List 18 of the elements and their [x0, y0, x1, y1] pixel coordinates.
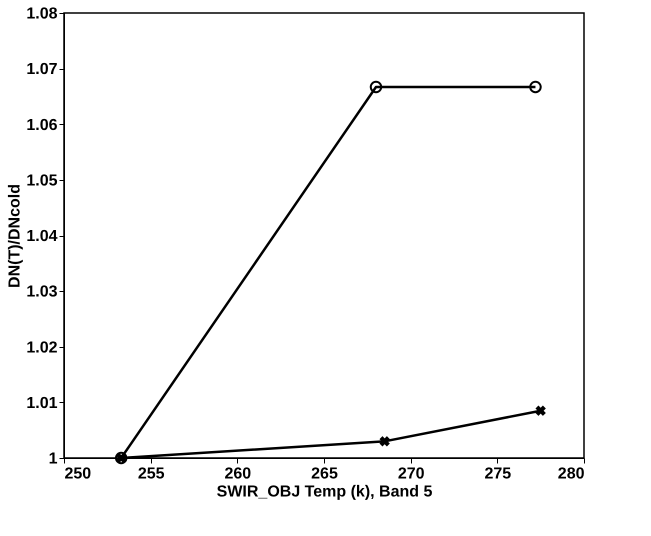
y-tick-label: 1.04: [26, 228, 58, 245]
y-tick-label: 1.05: [26, 172, 58, 190]
x-tick-label: 255: [138, 466, 165, 482]
y-tick-label: 1.06: [26, 116, 58, 134]
y-tick-label: 1.02: [26, 339, 58, 356]
y-tick-label: 1.07: [26, 61, 58, 78]
y-axis-title: DN(T)/DNcold: [6, 184, 24, 288]
y-tick-label: 1: [48, 450, 58, 468]
x-axis-title: SWIR_OBJ Temp (k), Band 5: [216, 484, 432, 500]
y-tick-label: 1.03: [26, 284, 58, 301]
x-tick-label: 280: [558, 466, 585, 482]
x-tick-label: 270: [398, 466, 425, 482]
y-tick-label: 1.01: [26, 394, 58, 412]
x-tick-label: 250: [64, 466, 92, 482]
x-tick-label: 260: [224, 466, 252, 482]
x-tick-label: 265: [311, 466, 338, 482]
x-tick-label: 275: [484, 466, 512, 482]
y-tick-label: 1.08: [26, 6, 58, 22]
